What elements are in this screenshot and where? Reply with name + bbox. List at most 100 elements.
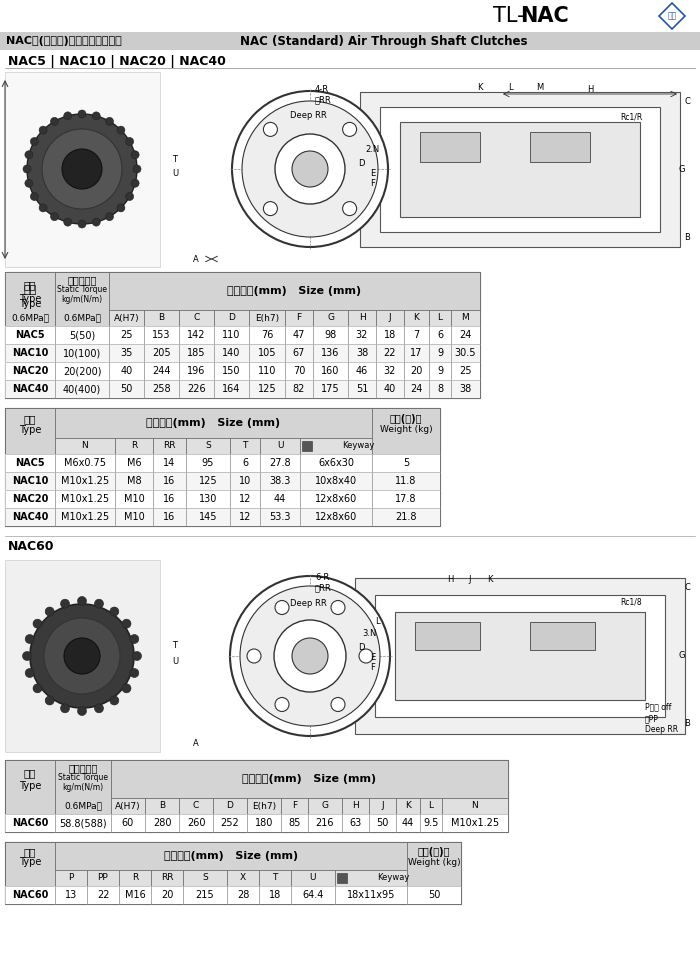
Bar [5, 560, 160, 752]
Circle shape [132, 652, 141, 660]
Circle shape [275, 134, 345, 204]
Bar [153, 438, 186, 454]
Text: 130: 130 [199, 494, 217, 504]
Text: 9: 9 [437, 366, 443, 376]
Text: Keyway: Keyway [377, 874, 409, 882]
Bar [300, 508, 372, 526]
Bar [5, 454, 55, 472]
Bar [5, 326, 55, 344]
Text: 重量(約)㎦: 重量(約)㎦ [390, 414, 422, 424]
Text: N: N [472, 802, 478, 810]
Text: P断开 off: P断开 off [645, 702, 671, 711]
Text: 靜摩擦轉矩: 靜摩擦轉矩 [69, 763, 98, 773]
Text: kg/m(N/m): kg/m(N/m) [62, 782, 104, 792]
Text: D: D [228, 314, 235, 322]
Bar [355, 578, 685, 734]
Text: 17: 17 [410, 348, 423, 358]
Text: 台菱: 台菱 [667, 12, 677, 20]
Text: 164: 164 [223, 384, 241, 394]
Bar [230, 438, 260, 454]
Text: G: G [678, 165, 685, 173]
Bar [407, 842, 461, 886]
Text: 110: 110 [258, 366, 277, 376]
Bar [5, 272, 480, 310]
Text: U: U [309, 874, 316, 882]
Bar [442, 798, 508, 814]
Text: 63: 63 [349, 818, 362, 828]
Text: NAC20: NAC20 [12, 366, 48, 376]
Bar [227, 886, 259, 904]
Bar [119, 886, 151, 904]
Bar [259, 870, 291, 886]
Text: 3.N: 3.N [362, 629, 377, 639]
Bar [5, 454, 440, 472]
Text: M10x1.25: M10x1.25 [61, 476, 109, 486]
Bar [230, 472, 260, 490]
Bar [179, 814, 213, 832]
Text: 125: 125 [199, 476, 217, 486]
Circle shape [131, 151, 139, 159]
Circle shape [359, 649, 373, 663]
Text: M10x1.25: M10x1.25 [451, 818, 499, 828]
Bar [186, 454, 230, 472]
Text: 深RR: 深RR [315, 583, 332, 592]
Text: 主要尺寸(mm)   Size (mm): 主要尺寸(mm) Size (mm) [228, 286, 362, 296]
Text: B: B [158, 314, 164, 322]
Bar [291, 886, 335, 904]
Text: H: H [358, 314, 365, 322]
Bar [451, 310, 480, 326]
Text: 12: 12 [239, 512, 251, 522]
Bar [5, 886, 55, 904]
Circle shape [78, 220, 86, 228]
Bar [313, 380, 348, 398]
Bar [119, 870, 151, 886]
Text: Deep RR: Deep RR [645, 726, 678, 734]
Bar [213, 814, 247, 832]
Text: 53.3: 53.3 [270, 512, 290, 522]
Text: M6x0.75: M6x0.75 [64, 458, 106, 468]
Bar [376, 310, 404, 326]
Text: NAC型(標準型)空壓通軸式離合器: NAC型(標準型)空壓通軸式離合器 [6, 36, 122, 46]
Bar [308, 798, 342, 814]
Bar [5, 760, 55, 814]
Circle shape [292, 638, 328, 674]
Bar [5, 798, 508, 814]
Bar [115, 472, 153, 490]
Text: 10: 10 [239, 476, 251, 486]
Text: 38.3: 38.3 [270, 476, 290, 486]
Circle shape [125, 193, 134, 201]
Bar [144, 380, 179, 398]
Text: Rc1/8: Rc1/8 [620, 597, 642, 607]
Bar [285, 344, 313, 362]
Circle shape [64, 218, 72, 226]
Bar [313, 326, 348, 344]
Circle shape [25, 668, 34, 678]
Circle shape [44, 618, 120, 694]
Text: NAC10: NAC10 [12, 476, 48, 486]
Bar [260, 490, 300, 508]
Text: H: H [447, 576, 453, 584]
Text: NAC60: NAC60 [12, 818, 48, 828]
Text: F: F [370, 179, 375, 189]
Circle shape [110, 607, 119, 616]
Text: B: B [684, 720, 690, 729]
Bar [372, 454, 440, 472]
Text: RR: RR [161, 874, 174, 882]
Bar [230, 454, 260, 472]
Text: 深RR: 深RR [315, 95, 332, 104]
Text: 2.N: 2.N [365, 144, 379, 154]
Bar [109, 380, 144, 398]
Circle shape [342, 202, 356, 215]
Circle shape [122, 619, 131, 628]
Circle shape [94, 704, 104, 713]
Bar [429, 326, 451, 344]
Text: 主要尺寸(mm)   Size (mm): 主要尺寸(mm) Size (mm) [146, 418, 281, 428]
Text: C: C [193, 802, 199, 810]
Text: E: E [370, 169, 375, 178]
Text: 13: 13 [65, 890, 77, 900]
Bar [395, 612, 645, 700]
Text: K: K [487, 576, 493, 584]
Text: 44: 44 [274, 494, 286, 504]
Bar [151, 886, 183, 904]
Circle shape [62, 149, 102, 189]
